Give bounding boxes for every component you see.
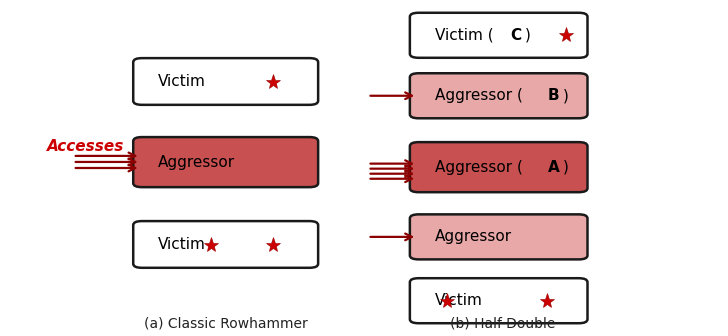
FancyBboxPatch shape xyxy=(410,13,587,58)
Text: B: B xyxy=(548,88,560,103)
FancyBboxPatch shape xyxy=(410,214,587,259)
Text: ): ) xyxy=(563,88,569,103)
Text: Victim: Victim xyxy=(158,237,206,252)
FancyBboxPatch shape xyxy=(133,137,318,187)
FancyBboxPatch shape xyxy=(410,142,587,192)
FancyBboxPatch shape xyxy=(410,73,587,118)
Text: Victim (: Victim ( xyxy=(435,28,494,43)
Text: (b) Half-Double: (b) Half-Double xyxy=(450,317,555,331)
FancyBboxPatch shape xyxy=(133,221,318,268)
Text: Accesses: Accesses xyxy=(47,139,124,154)
Text: Aggressor: Aggressor xyxy=(435,229,512,244)
Text: Victim: Victim xyxy=(158,74,206,89)
Text: C: C xyxy=(510,28,521,43)
Text: ): ) xyxy=(563,160,569,175)
Text: Aggressor (: Aggressor ( xyxy=(435,160,523,175)
Text: ): ) xyxy=(525,28,531,43)
Text: Victim: Victim xyxy=(435,293,483,308)
Text: (a) Classic Rowhammer: (a) Classic Rowhammer xyxy=(144,317,307,331)
Text: Aggressor (: Aggressor ( xyxy=(435,88,523,103)
FancyBboxPatch shape xyxy=(133,58,318,105)
Text: A: A xyxy=(548,160,560,175)
FancyBboxPatch shape xyxy=(410,278,587,323)
Text: Aggressor: Aggressor xyxy=(158,155,235,170)
